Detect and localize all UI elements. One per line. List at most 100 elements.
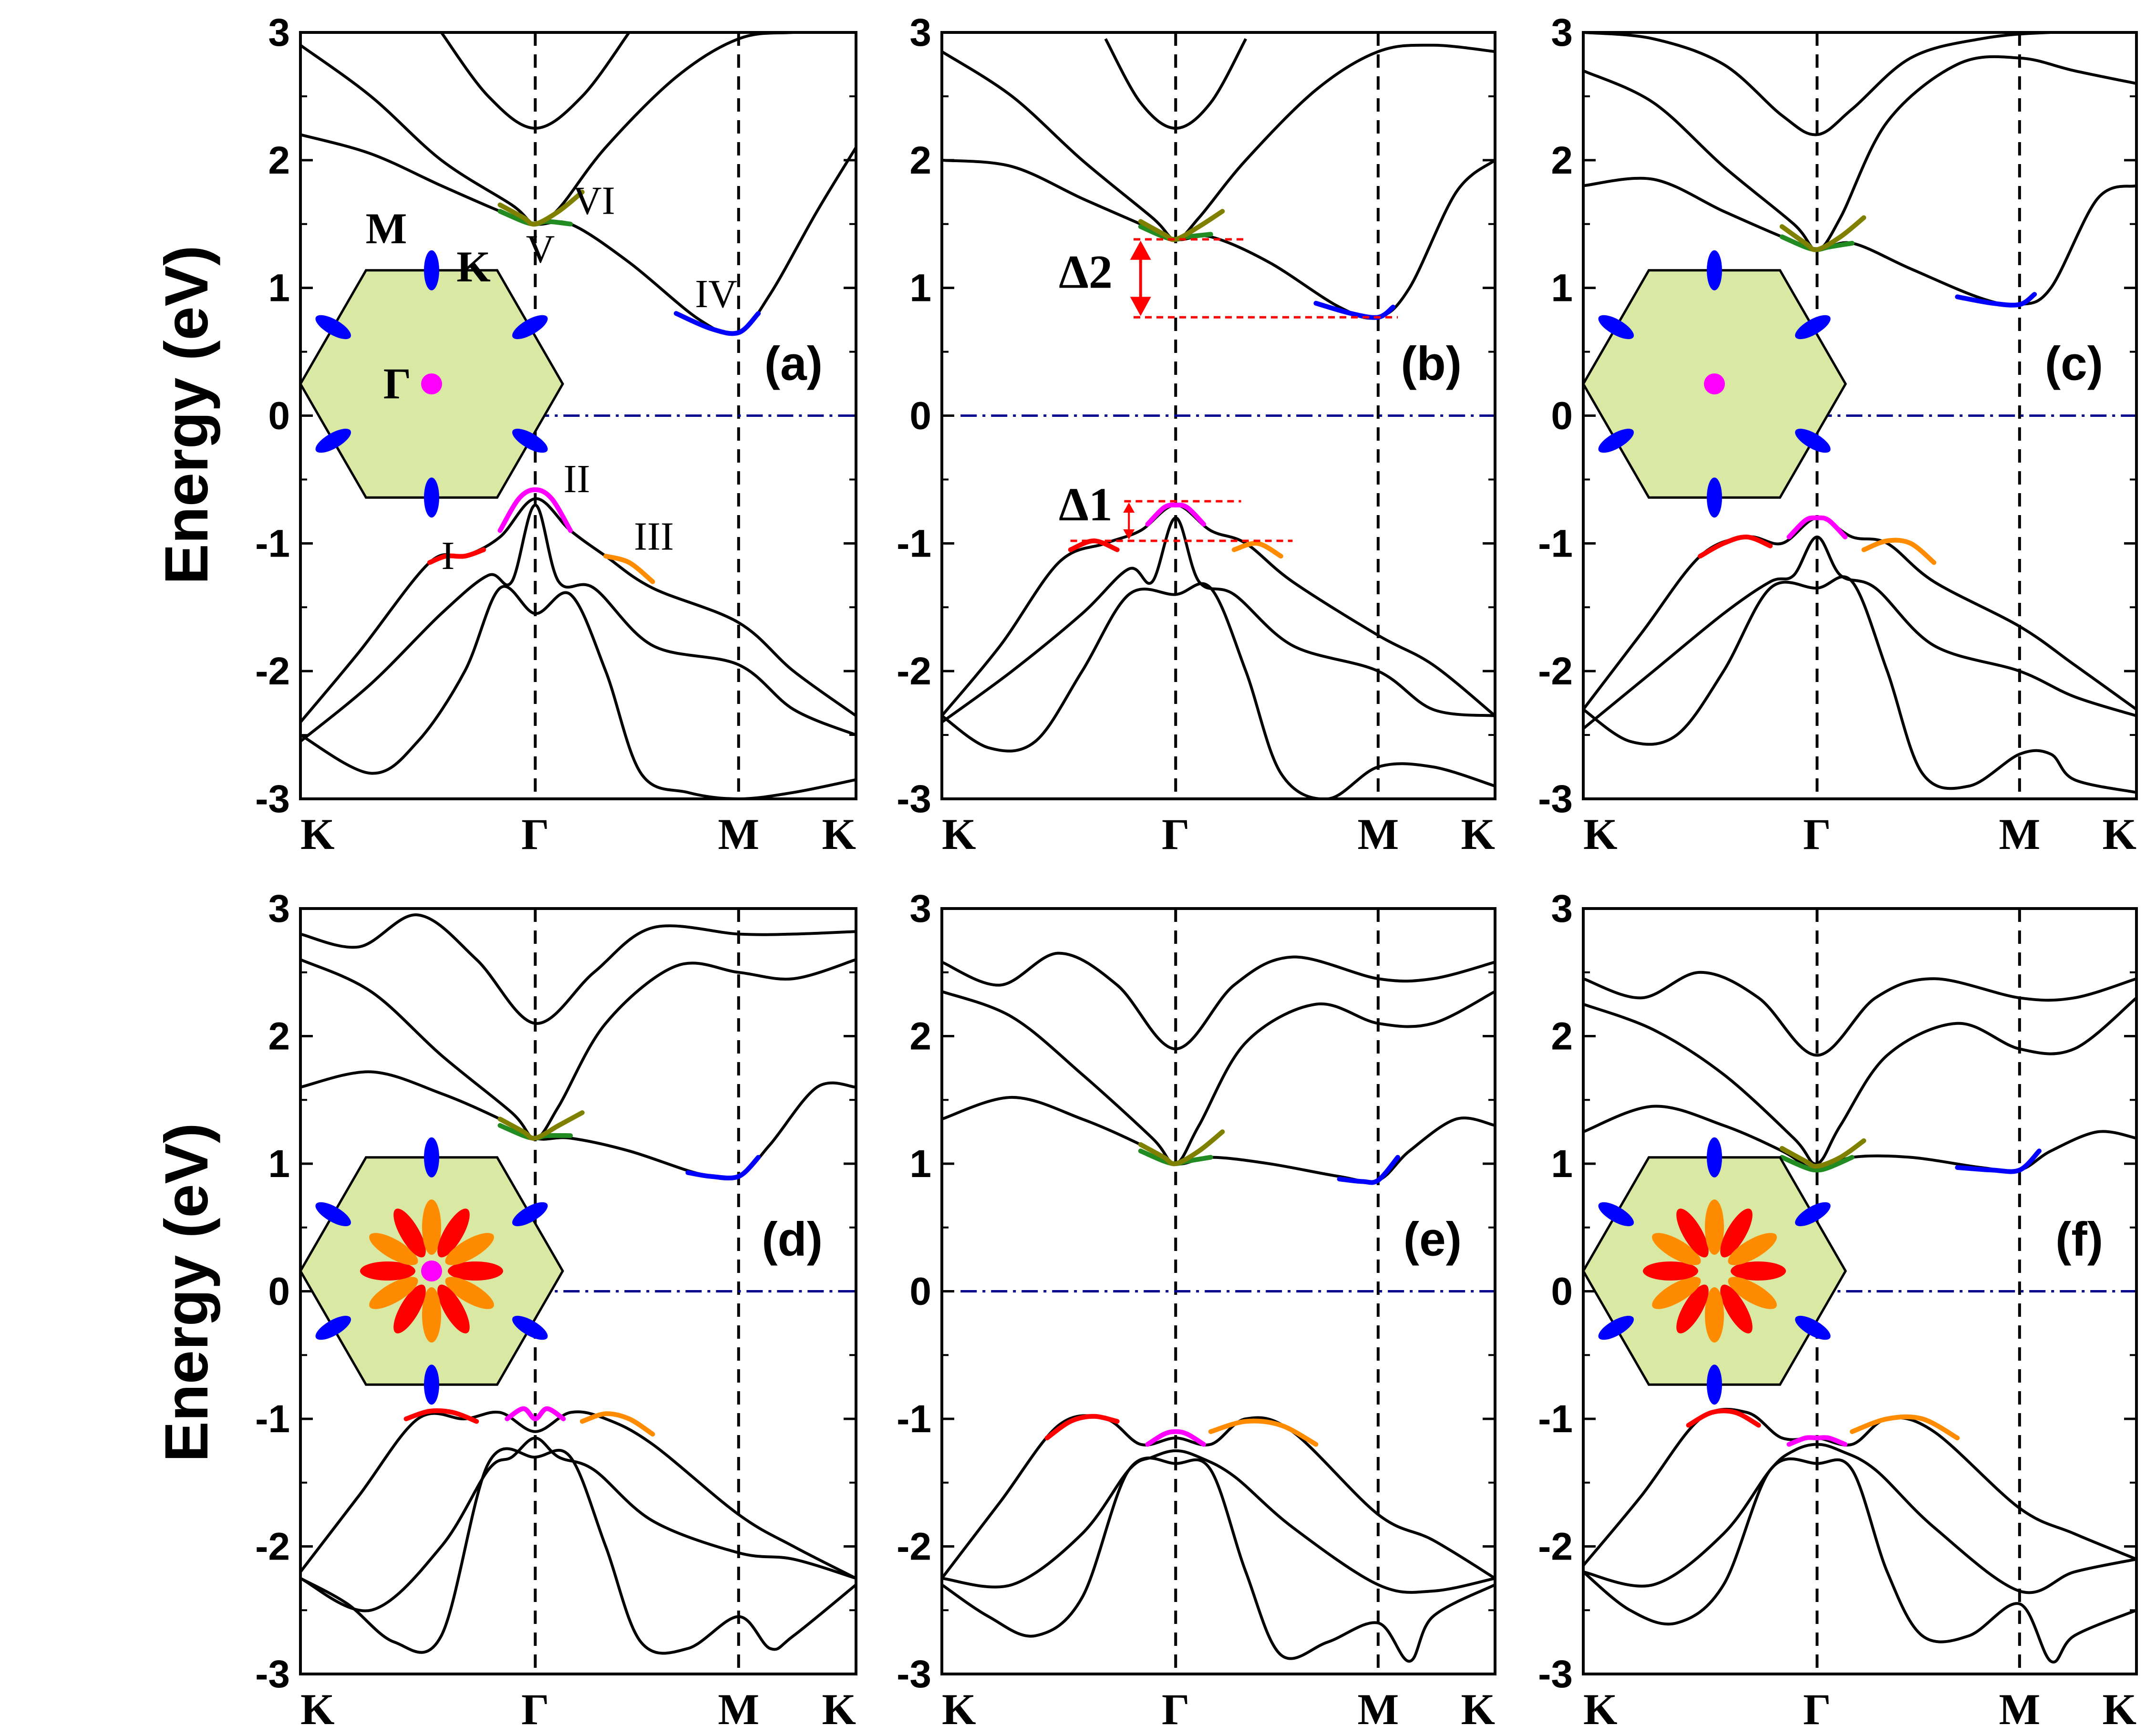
y-tick-label: 2 [268, 1015, 290, 1058]
panel-label: (b) [1401, 337, 1462, 391]
band-cb1 [942, 158, 1495, 320]
bands [300, 913, 856, 1655]
annotation-I: I [441, 534, 454, 578]
highlight-segment-IV [1955, 1148, 2042, 1174]
highlight-segment-III [1231, 541, 1283, 559]
y-axis-titles: Energy (eV) Energy (eV) [153, 245, 221, 1462]
y-tick-label: 2 [268, 139, 290, 182]
highlight-segment-IV [1337, 1155, 1400, 1185]
valley-pocket-petal [1720, 1284, 1753, 1333]
bz-label-0: M [366, 204, 407, 253]
x-tick-label: M [718, 1685, 759, 1734]
bands [300, 32, 856, 799]
valley-pocket-m [1707, 1137, 1722, 1178]
y-tick-label: 2 [909, 1015, 931, 1058]
band-cb2 [1583, 55, 2136, 251]
highlight-segment-I [1698, 534, 1773, 559]
valley-pocket-m [424, 1137, 439, 1178]
highlight-segment-III [1861, 537, 1937, 565]
band-cb2 [942, 43, 1495, 241]
band-cb3 [440, 32, 630, 130]
valley-pocket-petal [1652, 1277, 1701, 1309]
brillouin-zone-inset [1582, 250, 1847, 518]
x-tick-label: K [942, 810, 976, 858]
annotation-III: III [634, 515, 674, 559]
brillouin-zone-inset: MK Γ [299, 204, 564, 518]
valley-pocket-m [1598, 428, 1634, 453]
highlight-segment-I [1686, 1408, 1761, 1428]
band-cb1 [300, 1070, 856, 1180]
brillouin-zone-inset [299, 1137, 564, 1405]
valley-pocket-petal [445, 1233, 494, 1265]
x-tick-label: Γ [1803, 1685, 1831, 1734]
y-tick-label: 3 [1551, 11, 1573, 54]
panel-label: (c) [2045, 337, 2103, 391]
band-cb3 [1583, 971, 2136, 1057]
band-vb2 [1583, 535, 2136, 730]
y-tick-label: 3 [268, 887, 290, 930]
brillouin-zone-inset [1582, 1137, 1847, 1405]
y-tick-label: -2 [255, 650, 290, 693]
valley-pocket-m [1707, 250, 1722, 290]
y-tick-label: 0 [1551, 1270, 1573, 1313]
y-tick-label: -3 [1538, 1653, 1573, 1696]
valley-pocket-m [1598, 1202, 1634, 1227]
valley-pocket-petal [369, 1277, 418, 1309]
valley-pocket-m [512, 428, 548, 453]
band-vb2 [300, 503, 856, 743]
bands [1583, 971, 2136, 1664]
y-tick-label: 3 [909, 11, 931, 54]
x-tick-label: Γ [521, 1685, 549, 1734]
y-tick-label: -2 [897, 650, 931, 693]
y-tick-label: -1 [897, 1397, 931, 1441]
highlight-segment-V [1779, 1155, 1855, 1173]
band-vb2 [300, 1436, 856, 1612]
bz-hexagon [1582, 1156, 1847, 1386]
gamma-pocket-dot [421, 1261, 442, 1281]
valley-pocket-m [424, 250, 439, 290]
panel-frame [1582, 31, 2138, 800]
panel-label: (d) [762, 1213, 823, 1266]
valley-pocket-petal [437, 1209, 470, 1258]
y-tick-label: -2 [897, 1525, 931, 1569]
x-tick-label: K [942, 1685, 976, 1734]
highlight-segment-II [1786, 515, 1848, 539]
delta2-arrow-head-up [1130, 240, 1151, 260]
highlight-segment-III [1208, 1418, 1319, 1447]
y-tick-label: 0 [268, 394, 290, 438]
panel-frame [1582, 907, 2138, 1675]
band-cb3 [942, 951, 1495, 1051]
x-tick-label: M [1999, 810, 2040, 858]
valley-pocket-petal [1720, 1209, 1753, 1258]
band-vb2 [1583, 1443, 2136, 1594]
y-axis-title-bottom: Energy (eV) [153, 1123, 221, 1462]
valley-pocket-m [1795, 315, 1831, 340]
x-tick-label: Γ [1162, 810, 1190, 858]
valley-pocket-m [315, 315, 351, 340]
delta1-arrow-head-down [1123, 529, 1135, 540]
band-vb3 [300, 1447, 856, 1655]
y-tick-label: 0 [909, 1270, 931, 1313]
band-vb3 [1583, 575, 2136, 794]
y-tick-label: -2 [255, 1525, 290, 1569]
x-tick-label: K [1461, 1685, 1495, 1734]
band-cb1 [300, 133, 856, 336]
highlight-segment-VI [1779, 215, 1867, 252]
highlight-segment-VI [497, 1110, 585, 1141]
x-tick-label: K [300, 810, 335, 858]
band-vb3 [1583, 1457, 2136, 1664]
highlight-segment-II [1145, 1429, 1207, 1447]
x-tick-label: Γ [1803, 810, 1831, 858]
y-tick-label: -1 [255, 522, 290, 565]
valley-pocket-m [1598, 1315, 1634, 1340]
highlight-segment-II [497, 487, 573, 533]
y-tick-label: 3 [909, 887, 931, 930]
valley-pocket-m [1707, 477, 1722, 518]
y-tick-label: 0 [268, 1270, 290, 1313]
valley-pocket-m [512, 1315, 548, 1340]
valley-pocket-petal [1652, 1233, 1701, 1265]
